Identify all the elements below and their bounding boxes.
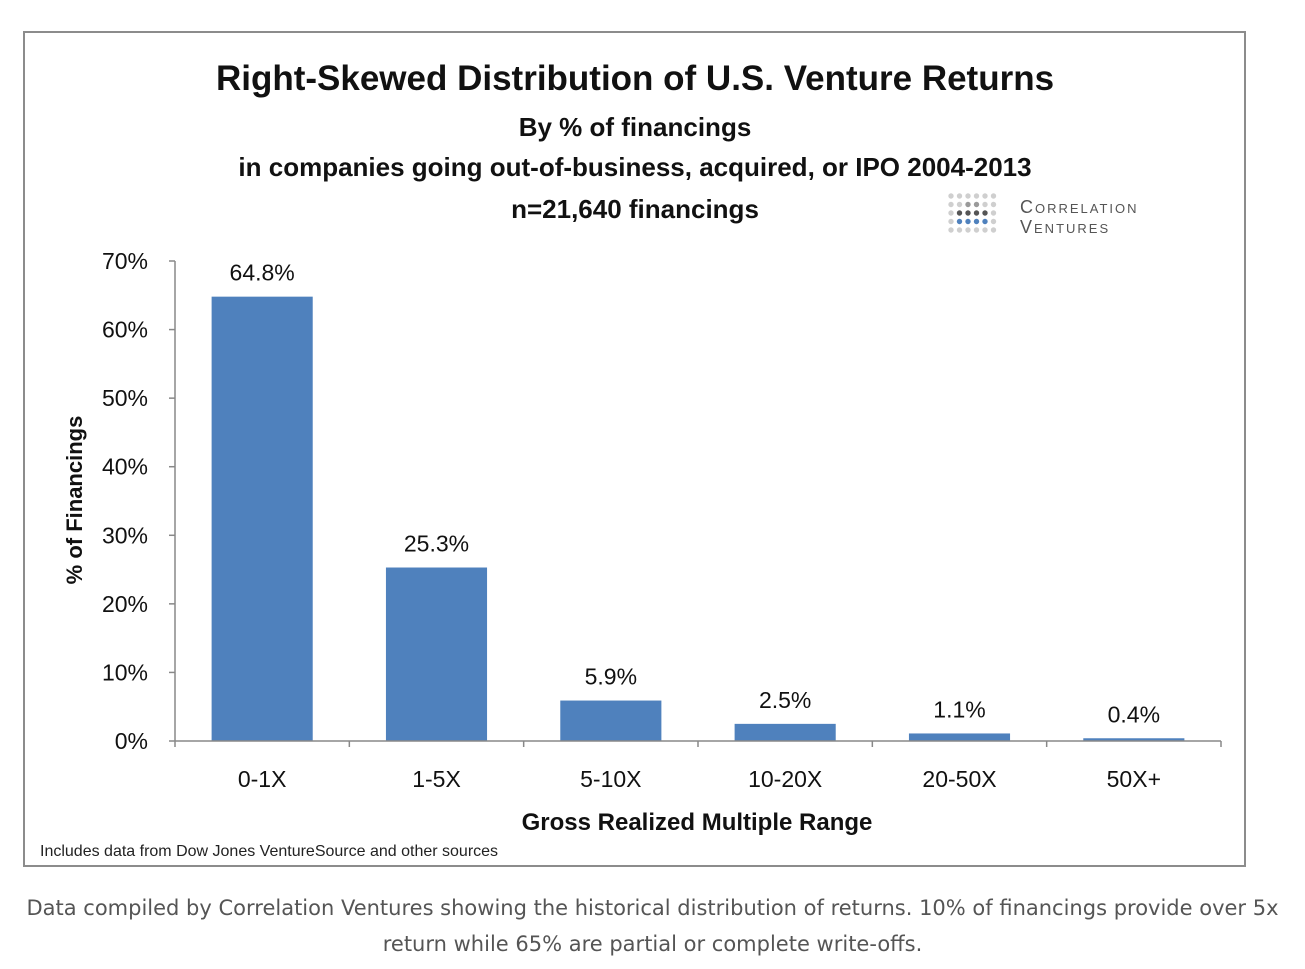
logo-dot xyxy=(948,210,954,216)
source-note: Includes data from Dow Jones VentureSour… xyxy=(40,843,498,860)
logo-dot xyxy=(965,193,971,199)
logo-dot xyxy=(990,218,997,225)
bar xyxy=(1083,738,1185,741)
bar xyxy=(560,700,662,741)
x-axis-title: Gross Realized Multiple Range xyxy=(522,809,873,836)
logo-dot xyxy=(956,193,963,199)
bar xyxy=(385,567,488,741)
logo-dot xyxy=(948,193,954,199)
y-axis: 0% 10% 20% 30% 40% 50% 60% 70% xyxy=(102,248,176,754)
logo-dot xyxy=(982,201,988,208)
logo-dot xyxy=(948,201,954,208)
bar xyxy=(734,723,836,741)
y-tick-label: 20% xyxy=(102,591,148,617)
chart-subtitle-3: n=21,640 financings xyxy=(511,194,759,224)
y-axis-title: % of Financings xyxy=(62,416,87,585)
logo-dot xyxy=(973,210,980,216)
logo-dot xyxy=(982,227,988,233)
data-label: 1.1% xyxy=(933,696,985,722)
logo-line-2: Ventures xyxy=(1020,217,1110,237)
logo-dot xyxy=(956,210,963,216)
logo-dot xyxy=(990,193,997,199)
data-label: 0.4% xyxy=(1108,701,1160,727)
bar xyxy=(211,296,313,741)
logo-dot xyxy=(965,227,971,233)
logo-line-1: Correlation xyxy=(1020,197,1139,217)
logo-dot xyxy=(973,193,980,199)
logo-dot xyxy=(965,218,971,225)
x-tick-label: 20-50X xyxy=(922,766,996,792)
x-axis: 0-1X 1-5X 5-10X 10-20X 20-50X 50X+ xyxy=(174,740,1222,792)
logo-dot xyxy=(990,227,997,233)
logo-dot xyxy=(982,193,988,199)
logo-dot xyxy=(973,218,980,225)
logo-dot xyxy=(982,210,988,216)
logo-dot xyxy=(990,201,997,208)
logo-dot xyxy=(948,227,954,233)
logo-dot xyxy=(956,227,963,233)
x-tick-label: 1-5X xyxy=(412,766,461,792)
x-tick-label: 5-10X xyxy=(580,766,641,792)
y-tick-label: 0% xyxy=(115,728,148,754)
chart-title: Right-Skewed Distribution of U.S. Ventur… xyxy=(216,59,1054,98)
logo-dot xyxy=(948,218,954,225)
x-tick-label: 0-1X xyxy=(238,766,287,792)
chart-subtitle-1: By % of financings xyxy=(519,112,752,142)
logo-dot xyxy=(965,210,971,216)
data-label: 25.3% xyxy=(404,531,469,557)
chart-subtitle-2: in companies going out-of-business, acqu… xyxy=(238,152,1031,182)
correlation-ventures-logo: Correlation Ventures xyxy=(948,193,1139,237)
data-label: 2.5% xyxy=(759,687,811,713)
data-label: 5.9% xyxy=(585,664,637,690)
logo-dot xyxy=(965,201,971,208)
y-tick-label: 10% xyxy=(102,659,148,685)
y-tick-label: 30% xyxy=(102,522,148,548)
y-tick-label: 40% xyxy=(102,454,148,480)
bar xyxy=(908,733,1011,741)
logo-dot xyxy=(990,210,997,216)
logo-dot xyxy=(956,218,963,225)
y-tick-label: 70% xyxy=(102,248,148,274)
y-tick-label: 60% xyxy=(102,317,148,343)
data-label: 64.8% xyxy=(230,260,295,286)
bar-series: 64.8% 25.3% 5.9% 2.5% 1.1% 0.4% xyxy=(211,260,1185,741)
logo-dot xyxy=(982,218,988,225)
logo-dot xyxy=(956,201,963,208)
y-tick-label: 50% xyxy=(102,385,148,411)
figure-caption: Data compiled by Correlation Ventures sh… xyxy=(26,896,1279,956)
logo-dot-grid-icon xyxy=(948,193,997,233)
logo-dot xyxy=(973,201,980,208)
logo-dot xyxy=(973,227,980,233)
x-tick-label: 50X+ xyxy=(1107,766,1161,792)
x-tick-label: 10-20X xyxy=(748,766,822,792)
